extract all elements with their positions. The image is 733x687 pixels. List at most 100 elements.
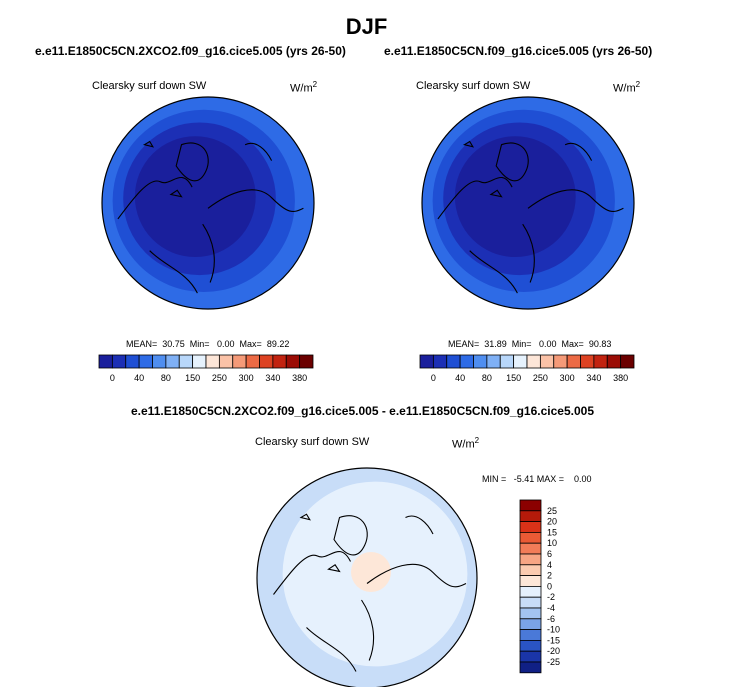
panel1-case-title: e.e11.E1850C5CN.2XCO2.f09_g16.cice5.005 … (35, 44, 346, 58)
page-title: DJF (345, 14, 388, 39)
diff-colorbar-tick-label-4: 6 (547, 549, 552, 559)
panel1-coastline-4 (149, 250, 198, 294)
diff-colorbar-tick-label-2: 15 (547, 527, 557, 537)
panel1-colorbar-tick-label-0: 0 (110, 373, 115, 383)
panel1-map-border (101, 96, 315, 310)
panel2-colorbar-box-2 (446, 354, 461, 369)
panel2-variable-label: Clearsky surf down SW (416, 80, 531, 92)
diff-colorbar-box-6 (519, 564, 542, 576)
diff-coastline-2 (366, 563, 467, 588)
panel2-colorbar-tick-label-5: 300 (560, 373, 575, 383)
panel2-contour-ring-3 (454, 136, 576, 258)
panel1-colorbar-box-12 (259, 354, 274, 369)
panel2-colorbar-box-8 (526, 354, 541, 369)
diff-colorbar-tick-label-10: -6 (547, 614, 555, 624)
diff-colorbar-tick-label-12: -15 (547, 635, 560, 645)
panel2-coastline-5 (489, 189, 503, 198)
panel1-variable-label: Clearsky surf down SW (92, 80, 207, 92)
panel2-colorbar-tick-label-3: 150 (506, 373, 521, 383)
diff-colorbar-box-15 (519, 661, 542, 674)
panel1-colorbar-box-7 (192, 354, 207, 369)
diff-colorbar-box-1 (519, 510, 542, 522)
panel1-colorbar-box-0 (98, 354, 113, 369)
diff-colorbar-tick-label-5: 4 (547, 560, 552, 570)
panel1-colorbar-tick-label-3: 150 (185, 373, 200, 383)
diff-map-border (256, 467, 478, 687)
panel2-colorbar-tick-label-0: 0 (431, 373, 436, 383)
panel1-colorbar-tick-label-1: 40 (134, 373, 144, 383)
panel1-colorbar-tick-label-6: 340 (265, 373, 280, 383)
diff-title: e.e11.E1850C5CN.2XCO2.f09_g16.cice5.005 … (131, 404, 594, 418)
diff-colorbar-tick-label-13: -20 (547, 646, 560, 656)
diff-colorbar-tick-label-0: 25 (547, 506, 557, 516)
panel2-stats: MEAN= 31.89 Min= 0.00 Max= 90.83 (448, 339, 612, 349)
panel1-units: W/m2 (290, 80, 318, 95)
panel1-colorbar-box-10 (232, 354, 247, 369)
panel2-colorbar-box-4 (473, 354, 488, 369)
diff-pole-zone (351, 552, 391, 592)
panel2-map-border (421, 96, 635, 310)
panel2-coastline-2 (527, 189, 624, 213)
panel2-colorbar-tick-label-1: 40 (455, 373, 465, 383)
diff-coastline-6 (299, 513, 311, 521)
panel1-coastline-1 (175, 142, 209, 182)
diff-colorbar-box-4 (519, 542, 542, 555)
diff-colorbar-box-5 (519, 553, 542, 566)
panel1-coastline-7 (244, 142, 273, 161)
panel1-colorbar-tick-label-5: 300 (239, 373, 254, 383)
panel1-colorbar-box-1 (111, 354, 127, 369)
panel1-colorbar-tick-label-4: 250 (212, 373, 227, 383)
panel2-colorbar-tick-label-7: 380 (613, 373, 628, 383)
panel1-colorbar-box-13 (272, 354, 287, 369)
panel2-colorbar-box-12 (580, 354, 595, 369)
panel2-colorbar-tick-label-6: 340 (586, 373, 601, 383)
panel1-colorbar-box-5 (165, 354, 180, 369)
diff-coastline-1 (333, 515, 368, 556)
panel2-colorbar-tick-label-4: 250 (533, 373, 548, 383)
panel2-map-group (421, 96, 635, 310)
panel1-colorbar-tick-label-7: 380 (292, 373, 307, 383)
panel2-colorbar-box-13 (593, 354, 608, 369)
panel1-colorbar-box-3 (138, 354, 153, 369)
diff-units: W/m2 (452, 436, 480, 451)
diff-colorbar-box-3 (519, 532, 542, 544)
diff-stats: MIN = -5.41 MAX = 0.00 (482, 474, 592, 484)
diff-map-group (256, 467, 478, 687)
diff-colorbar-tick-label-14: -25 (547, 657, 560, 667)
diff-colorbar-box-9 (519, 596, 542, 609)
diff-variable-label: Clearsky surf down SW (255, 436, 370, 448)
diff-colorbar-tick-label-9: -4 (547, 603, 555, 613)
panel2-case-title: e.e11.E1850C5CN.f09_g16.cice5.005 (yrs 2… (384, 44, 653, 58)
panel1-coastline-2 (207, 189, 304, 213)
diff-coastline-4 (306, 627, 357, 672)
diff-colorbar-tick-label-1: 20 (547, 517, 557, 527)
panel2-coastline-7 (564, 142, 593, 161)
panel1-colorbar-box-8 (205, 354, 220, 369)
panel1-coastline-0 (117, 176, 193, 220)
panel1-stats: MEAN= 30.75 Min= 0.00 Max= 89.22 (126, 339, 290, 349)
panel2-colorbar-box-5 (486, 354, 501, 369)
panel1-coastline-5 (169, 189, 183, 198)
panel2-colorbar-box-7 (513, 354, 528, 369)
diff-coastline-5 (327, 564, 341, 573)
panel2-coastline-1 (495, 142, 529, 182)
panel2-colorbar-tick-label-2: 80 (482, 373, 492, 383)
diff-coastline-0 (273, 550, 351, 595)
panel2-units: W/m2 (613, 80, 641, 95)
panel2-colorbar-box-15 (620, 354, 635, 369)
diff-colorbar-tick-label-3: 10 (547, 538, 557, 548)
diff-colorbar-tick-label-8: -2 (547, 592, 555, 602)
panel2-coastline-0 (437, 176, 513, 220)
panel2-colorbar-box-3 (459, 354, 474, 369)
panel1-colorbar-box-14 (285, 354, 301, 369)
panel1-colorbar-box-11 (245, 354, 260, 369)
panel2-colorbar-box-14 (606, 354, 622, 369)
diff-colorbar-box-10 (519, 607, 542, 620)
diff-colorbar-tick-label-11: -10 (547, 625, 560, 635)
panel1-colorbar-box-6 (178, 354, 194, 369)
diff-colorbar-box-7 (519, 575, 542, 587)
diff-colorbar-box-12 (519, 629, 542, 641)
diff-colorbar-box-2 (519, 521, 542, 533)
diff-colorbar-tick-label-6: 2 (547, 571, 552, 581)
diff-colorbar-box-11 (519, 618, 542, 630)
